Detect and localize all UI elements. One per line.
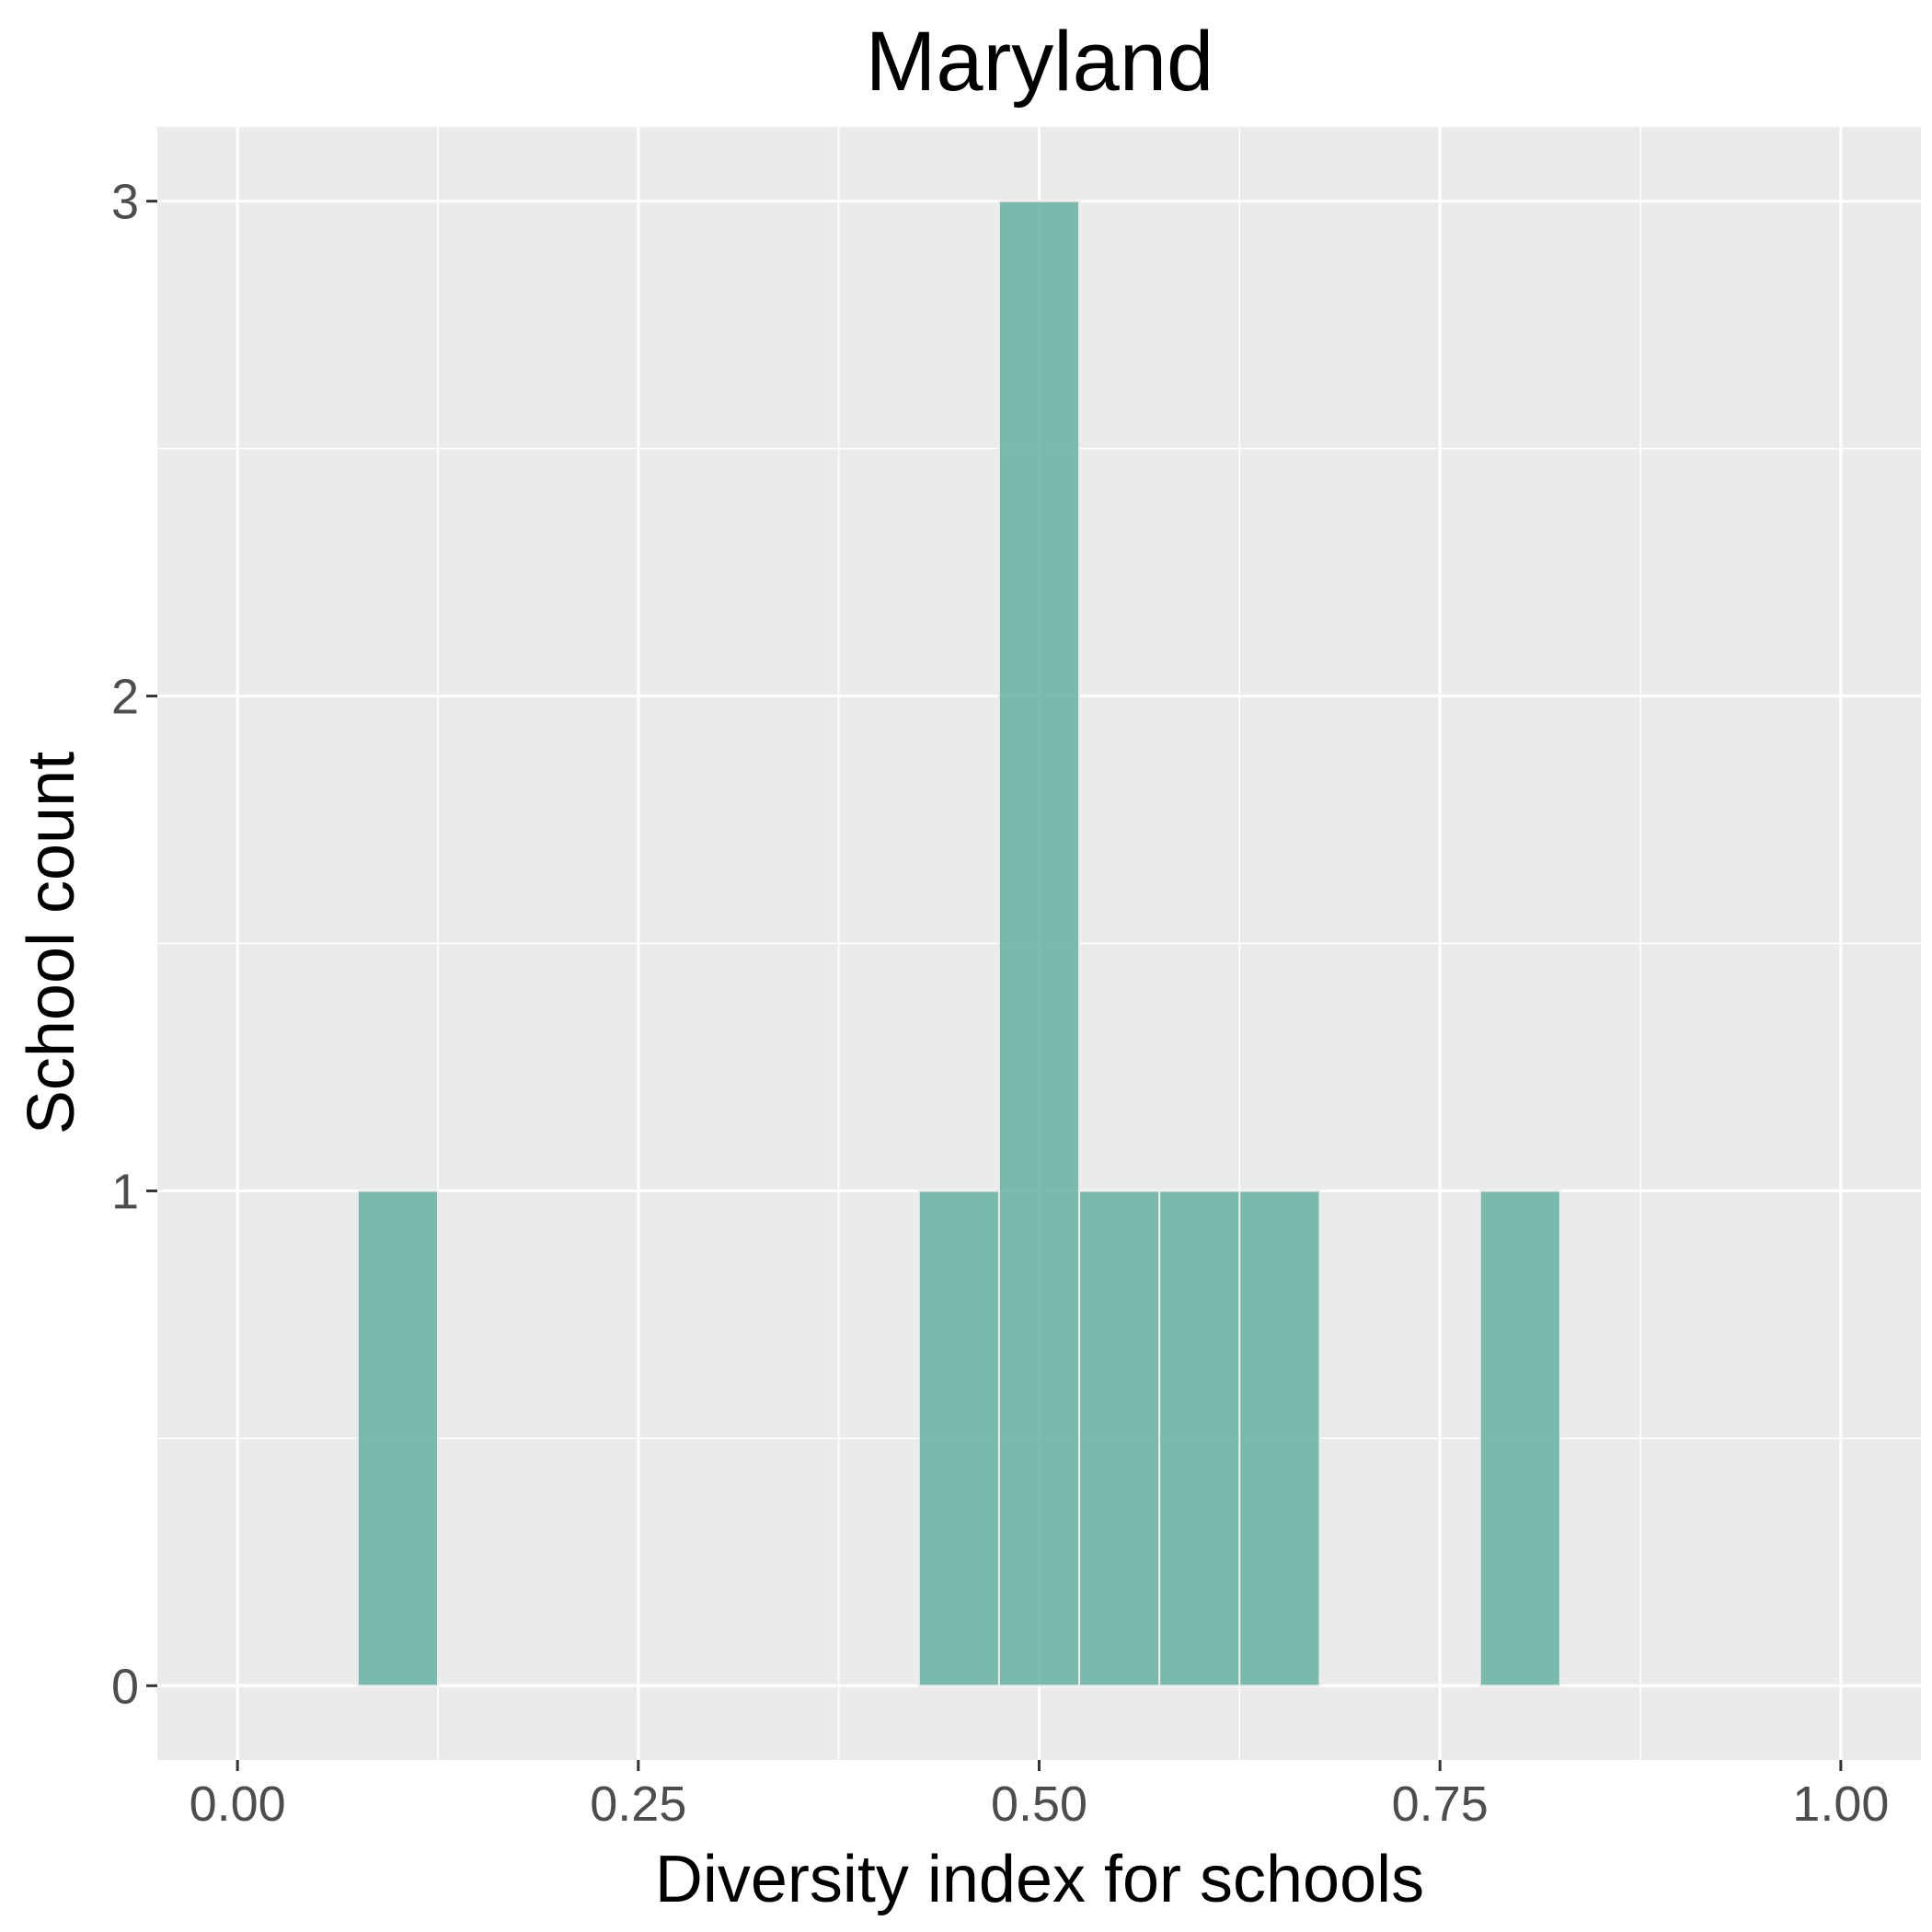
chart-title: Maryland: [866, 15, 1213, 109]
y-tick-label: 1: [111, 1164, 139, 1219]
x-axis-title: Diversity index for schools: [655, 1843, 1424, 1916]
histogram-bar: [356, 1190, 439, 1687]
histogram-bars: [356, 200, 1561, 1687]
histogram-bar: [1078, 1190, 1161, 1687]
y-axis-title: School count: [15, 752, 88, 1134]
x-tick-label: 0.75: [1392, 1777, 1489, 1832]
x-tick-label: 1.00: [1792, 1777, 1889, 1832]
x-tick-label: 0.25: [590, 1777, 686, 1832]
histogram-bar: [1158, 1190, 1241, 1687]
x-tick-label: 0.50: [991, 1777, 1087, 1832]
y-tick-label: 0: [111, 1659, 139, 1714]
y-tick-label: 3: [111, 175, 139, 230]
histogram-bar: [1238, 1190, 1321, 1687]
histogram-bar: [917, 1190, 1000, 1687]
axis-ticks: 0.00 0.25 0.50 0.75 1.00 0 1 2 3: [111, 175, 1889, 1832]
x-tick-label: 0.00: [190, 1777, 286, 1832]
histogram-bar: [997, 200, 1081, 1687]
y-tick-label: 2: [111, 670, 139, 725]
histogram-bar: [1478, 1190, 1561, 1687]
